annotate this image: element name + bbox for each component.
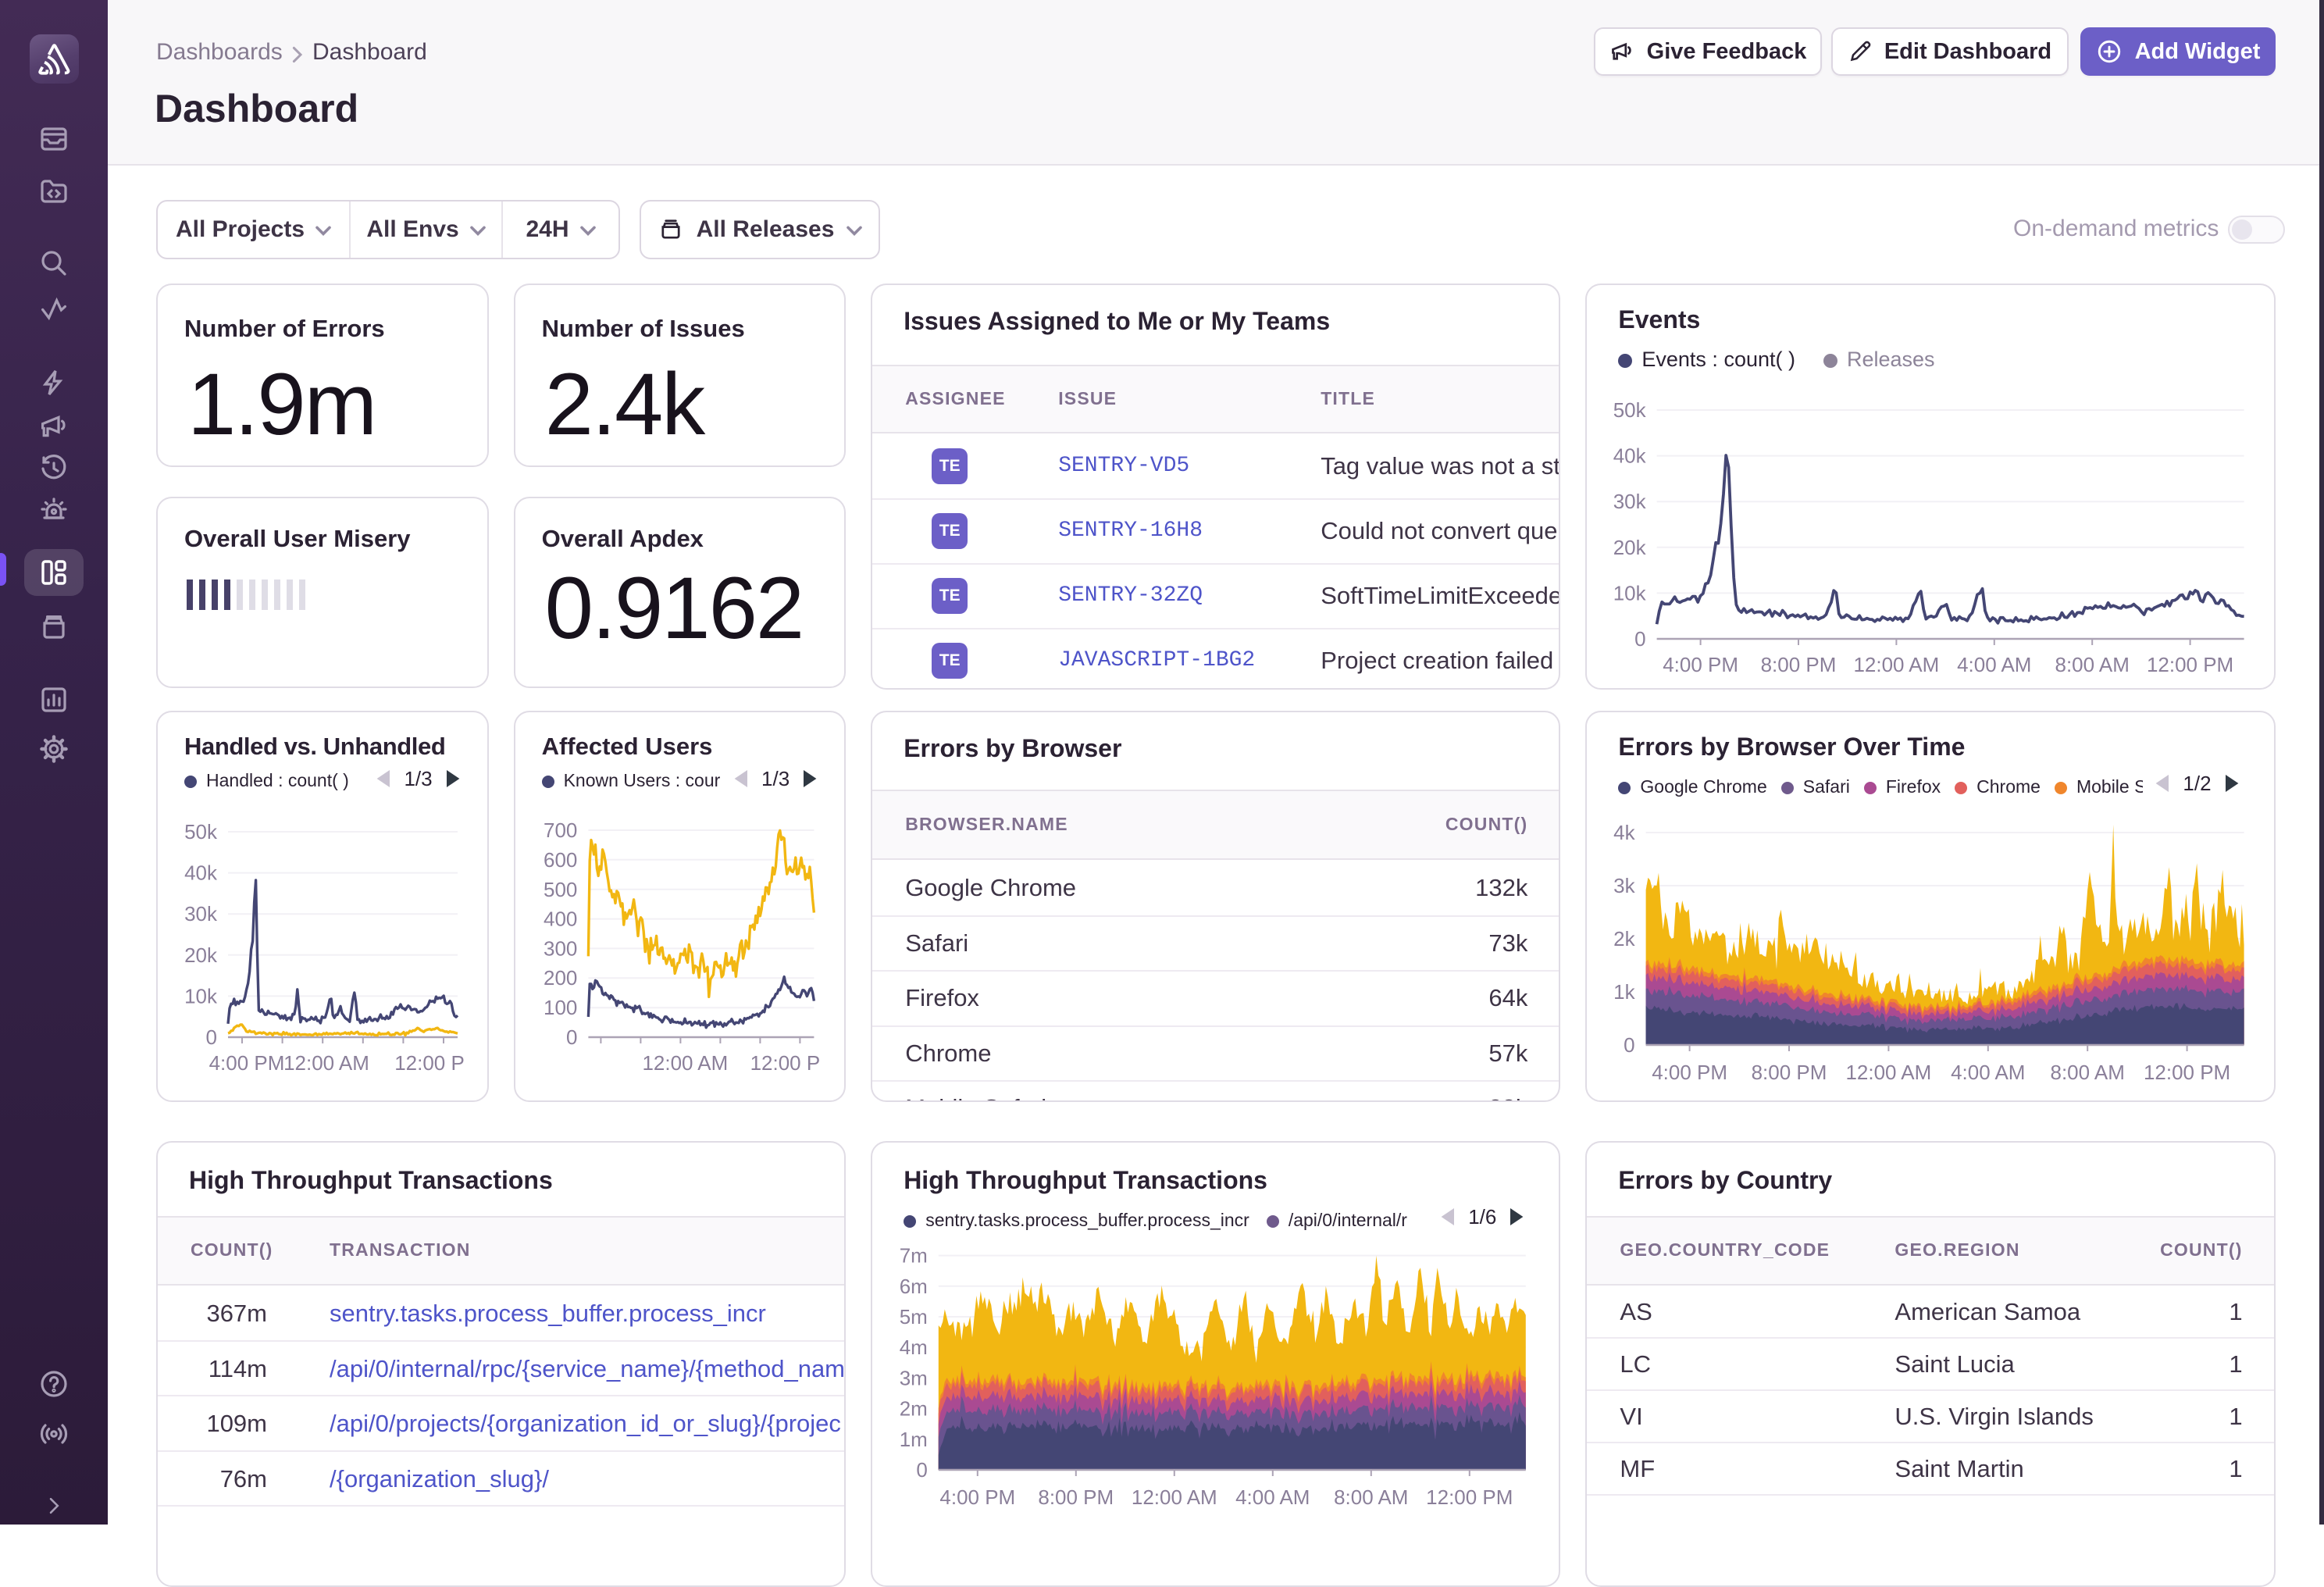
svg-text:6m: 6m [900, 1275, 928, 1298]
svg-text:4:00 PM: 4:00 PM [1663, 653, 1739, 676]
svg-text:12:00 P: 12:00 P [394, 1051, 465, 1075]
svg-text:50k: 50k [184, 820, 218, 843]
svg-text:300: 300 [544, 936, 577, 960]
svg-text:700: 700 [544, 818, 577, 842]
svg-text:0: 0 [1624, 1033, 1635, 1057]
svg-text:40k: 40k [184, 861, 218, 885]
svg-text:12:00 AM: 12:00 AM [1132, 1485, 1217, 1509]
svg-text:12:00 AM: 12:00 AM [1846, 1061, 1932, 1084]
svg-text:0: 0 [566, 1025, 577, 1049]
svg-text:0: 0 [206, 1025, 217, 1049]
svg-text:600: 600 [544, 848, 577, 872]
svg-text:4:00 PM: 4:00 PM [1652, 1061, 1728, 1084]
svg-text:8:00 PM: 8:00 PM [1039, 1485, 1114, 1509]
svg-text:4:00 AM: 4:00 AM [1235, 1485, 1310, 1509]
svg-text:4:00 AM: 4:00 AM [1958, 653, 2032, 676]
svg-text:200: 200 [544, 966, 577, 990]
svg-text:12:00 AM: 12:00 AM [642, 1051, 728, 1075]
svg-text:0: 0 [1635, 627, 1646, 651]
svg-text:30k: 30k [184, 902, 218, 925]
svg-text:0: 0 [917, 1458, 928, 1482]
svg-text:1m: 1m [900, 1428, 928, 1451]
svg-text:3k: 3k [1614, 874, 1636, 897]
svg-text:4:00 PM: 4:00 PM [940, 1485, 1016, 1509]
svg-text:10k: 10k [184, 984, 218, 1007]
svg-text:8:00 PM: 8:00 PM [1752, 1061, 1827, 1084]
svg-text:12:00 AM: 12:00 AM [1854, 653, 1940, 676]
svg-text:2m: 2m [900, 1397, 928, 1421]
svg-text:2k: 2k [1614, 927, 1636, 950]
svg-text:12:00 PM: 12:00 PM [1426, 1485, 1513, 1509]
svg-text:30k: 30k [1613, 490, 1647, 513]
svg-text:100: 100 [544, 996, 577, 1019]
svg-text:50k: 50k [1613, 398, 1647, 422]
svg-text:12:00 PM: 12:00 PM [2147, 653, 2233, 676]
svg-text:5m: 5m [900, 1305, 928, 1328]
svg-text:500: 500 [544, 878, 577, 901]
svg-text:8:00 AM: 8:00 AM [1334, 1485, 1408, 1509]
svg-text:20k: 20k [1613, 536, 1647, 559]
svg-text:8:00 AM: 8:00 AM [2055, 653, 2130, 676]
svg-text:3m: 3m [900, 1366, 928, 1389]
svg-text:20k: 20k [184, 943, 218, 967]
svg-text:1k: 1k [1614, 980, 1636, 1004]
svg-text:40k: 40k [1613, 444, 1647, 468]
svg-text:10k: 10k [1613, 581, 1647, 604]
svg-text:8:00 PM: 8:00 PM [1761, 653, 1837, 676]
svg-text:4:00 AM: 4:00 AM [1952, 1061, 2026, 1084]
svg-text:12:00 P: 12:00 P [750, 1051, 820, 1075]
svg-text:12:00 PM: 12:00 PM [2144, 1061, 2230, 1084]
svg-text:12:00 AM: 12:00 AM [283, 1051, 369, 1075]
svg-text:4:00 PM: 4:00 PM [209, 1051, 285, 1075]
svg-text:400: 400 [544, 908, 577, 931]
svg-text:8:00 AM: 8:00 AM [2051, 1061, 2125, 1084]
svg-text:7m: 7m [900, 1244, 928, 1268]
svg-text:4m: 4m [900, 1336, 928, 1359]
svg-text:4k: 4k [1614, 821, 1636, 844]
